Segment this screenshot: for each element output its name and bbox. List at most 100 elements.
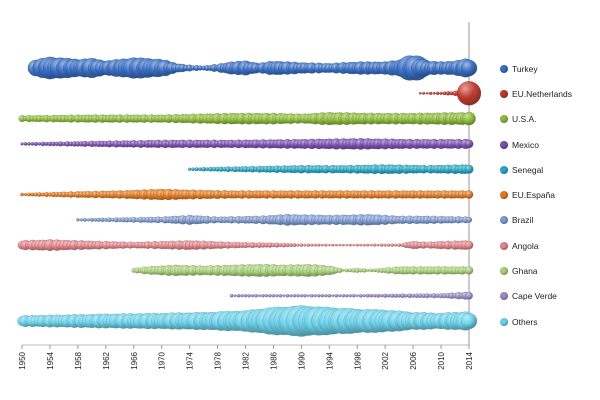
bubble (247, 293, 251, 298)
bubble (79, 218, 83, 222)
legend-marker-icon (500, 115, 508, 124)
series-cape-verde (229, 291, 473, 300)
bubble (376, 243, 380, 247)
bubble (313, 294, 317, 298)
legend-item: Ghana (500, 258, 596, 283)
bubble (306, 243, 311, 247)
legend-label: Others (512, 316, 538, 327)
bubble (240, 294, 244, 298)
legend-item: EU.Netherlands (500, 81, 596, 106)
legend-label: Mexico (512, 139, 539, 150)
bubble (439, 91, 443, 95)
bubble (233, 294, 237, 298)
bubble (328, 243, 331, 247)
bubble (456, 81, 482, 106)
bubble (188, 167, 192, 171)
x-tick-label: 1954 (46, 351, 55, 369)
bubble (82, 217, 87, 222)
bubble (271, 293, 276, 298)
bubble (303, 243, 307, 247)
bubble (93, 217, 98, 222)
bubble (243, 294, 248, 298)
bubble (348, 243, 352, 247)
legend-marker-icon (500, 165, 508, 174)
legend-marker-icon (500, 89, 508, 98)
bubble (393, 293, 398, 298)
bubble (372, 293, 377, 298)
bubble (191, 167, 195, 171)
bubble (362, 268, 367, 273)
bubble (299, 243, 304, 247)
bubble (464, 190, 474, 199)
bubble (422, 91, 426, 95)
bubble (355, 243, 359, 247)
bubble (352, 243, 355, 247)
bubble (442, 91, 447, 96)
bubble (373, 243, 377, 247)
bubble (341, 243, 345, 247)
bubble (341, 293, 345, 298)
bubble (334, 243, 338, 247)
legend-marker-icon (500, 317, 508, 326)
bubble (407, 293, 412, 299)
bubble (465, 291, 473, 300)
bubble (464, 266, 474, 275)
bubble (30, 192, 35, 197)
bubble (194, 167, 199, 172)
legend-item: Mexico (500, 132, 596, 157)
x-tick-label: 2002 (381, 351, 390, 369)
legend-label: U.S.A. (512, 114, 537, 125)
bubble (387, 243, 391, 247)
bubble (288, 243, 293, 248)
bubble (369, 268, 373, 273)
x-tick-label: 1998 (353, 351, 362, 369)
bubble (380, 294, 384, 298)
bubble (465, 216, 473, 223)
bubble (281, 242, 287, 248)
series-brazil (76, 213, 473, 226)
legend-item: U.S.A. (500, 107, 596, 132)
bubble (464, 240, 474, 250)
x-tick-label: 1966 (130, 351, 139, 369)
legend-label: Angola (512, 240, 539, 251)
bubble (320, 294, 325, 298)
bubble (358, 293, 363, 298)
bubble (27, 142, 31, 146)
bubble (106, 217, 112, 223)
bubble (33, 141, 39, 146)
x-tick-label: 1950 (18, 351, 27, 369)
bubble (324, 294, 328, 298)
bubble (292, 294, 297, 298)
legend-label: Senegal (512, 164, 544, 175)
legend-item: Senegal (500, 157, 596, 182)
bubble (275, 294, 279, 298)
bubble (383, 243, 387, 247)
x-tick-label: 1958 (74, 351, 83, 369)
bubble (258, 294, 261, 298)
legend-item: EU.España (500, 182, 596, 207)
bubble (460, 59, 478, 77)
legend-item: Cape Verde (500, 284, 596, 309)
series-angola (17, 239, 474, 251)
bubble (355, 294, 359, 298)
legend-marker-icon (500, 267, 508, 276)
legend-item: Turkey (500, 56, 596, 81)
legend-item: Brazil (500, 208, 596, 233)
bubble (310, 293, 314, 298)
x-tick-label: 1974 (186, 351, 195, 369)
bubble (76, 218, 80, 222)
bubble (359, 243, 363, 247)
bubble (296, 294, 300, 298)
legend-item: Angola (500, 233, 596, 258)
bubble (338, 243, 342, 247)
bubble (394, 243, 398, 247)
bubble (428, 91, 433, 95)
legend-item: Others (500, 309, 596, 334)
legend-label: Turkey (512, 63, 538, 74)
bubble (278, 293, 283, 298)
bubble (303, 293, 307, 298)
x-tick-label: 1970 (158, 351, 167, 369)
bubble (397, 243, 401, 247)
